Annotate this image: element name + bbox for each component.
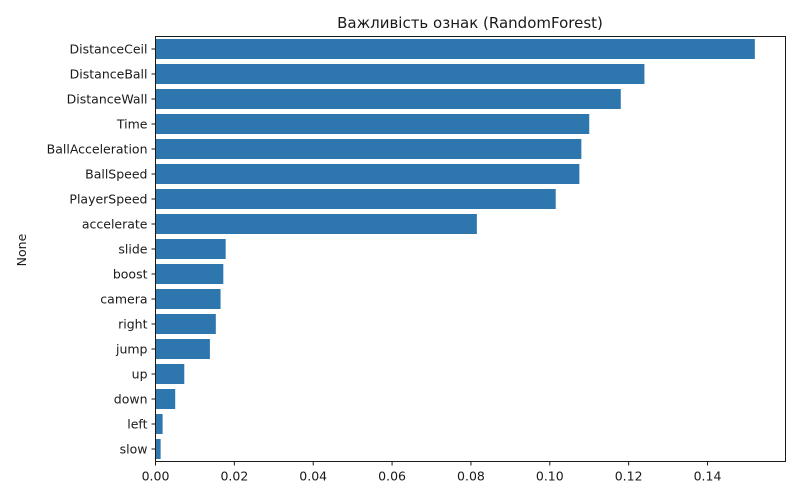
y-tick-label: BallSpeed: [85, 167, 147, 182]
y-tick-label: DistanceWall: [67, 92, 148, 107]
y-tick-label: PlayerSpeed: [69, 192, 147, 207]
y-tick-label: left: [127, 417, 147, 432]
bar-BallSpeed: [155, 164, 580, 184]
x-ticks-group: 0.00 0.02 0.04 0.06 0.08 0.10 0.12 0.14: [142, 461, 722, 484]
x-tick-label: 0.06: [378, 469, 406, 484]
bar-DistanceCeil: [155, 39, 755, 59]
bar-boost: [155, 264, 224, 284]
bar-PlayerSpeed: [155, 189, 556, 209]
x-tick-label: 0.14: [694, 469, 722, 484]
x-tick-label: 0.10: [536, 469, 564, 484]
bar-right: [155, 314, 216, 334]
y-tick-label: boost: [113, 267, 148, 282]
bar-camera: [155, 289, 221, 309]
y-tick-label: jump: [115, 342, 148, 357]
x-tick-label: 0.04: [299, 469, 327, 484]
y-tick-label: camera: [100, 292, 147, 307]
x-tick-label: 0.12: [615, 469, 643, 484]
x-tick-label: 0.08: [457, 469, 485, 484]
plot-frame: [155, 36, 786, 462]
y-tick-label: Time: [116, 117, 148, 132]
y-tick-label: accelerate: [82, 217, 148, 232]
y-tick-label: right: [118, 317, 147, 332]
bar-jump: [155, 339, 210, 359]
y-tick-label: up: [132, 367, 148, 382]
chart-title: Важливість ознак (RandomForest): [337, 14, 603, 32]
bar-Time: [155, 114, 590, 134]
bar-DistanceWall: [155, 89, 621, 109]
bar-slow: [155, 439, 161, 459]
x-tick-label: 0.00: [142, 469, 170, 484]
y-ticks-group: DistanceCeil DistanceBall DistanceWall Time…: [47, 42, 156, 457]
y-tick-label: BallAcceleration: [47, 142, 148, 157]
y-tick-label: down: [114, 392, 148, 407]
bar-down: [155, 389, 176, 409]
y-axis-label: None: [14, 233, 29, 266]
bars-group: [155, 39, 755, 459]
y-tick-label: DistanceCeil: [69, 42, 147, 57]
bar-up: [155, 364, 185, 384]
bar-BallAcceleration: [155, 139, 582, 159]
bar-left: [155, 414, 163, 434]
y-tick-label: slow: [120, 442, 148, 457]
x-tick-label: 0.02: [220, 469, 248, 484]
bar-slide: [155, 239, 226, 259]
bar-DistanceBall: [155, 64, 645, 84]
y-tick-label: slide: [118, 242, 147, 257]
y-tick-label: DistanceBall: [70, 67, 148, 82]
bar-accelerate: [155, 214, 477, 234]
